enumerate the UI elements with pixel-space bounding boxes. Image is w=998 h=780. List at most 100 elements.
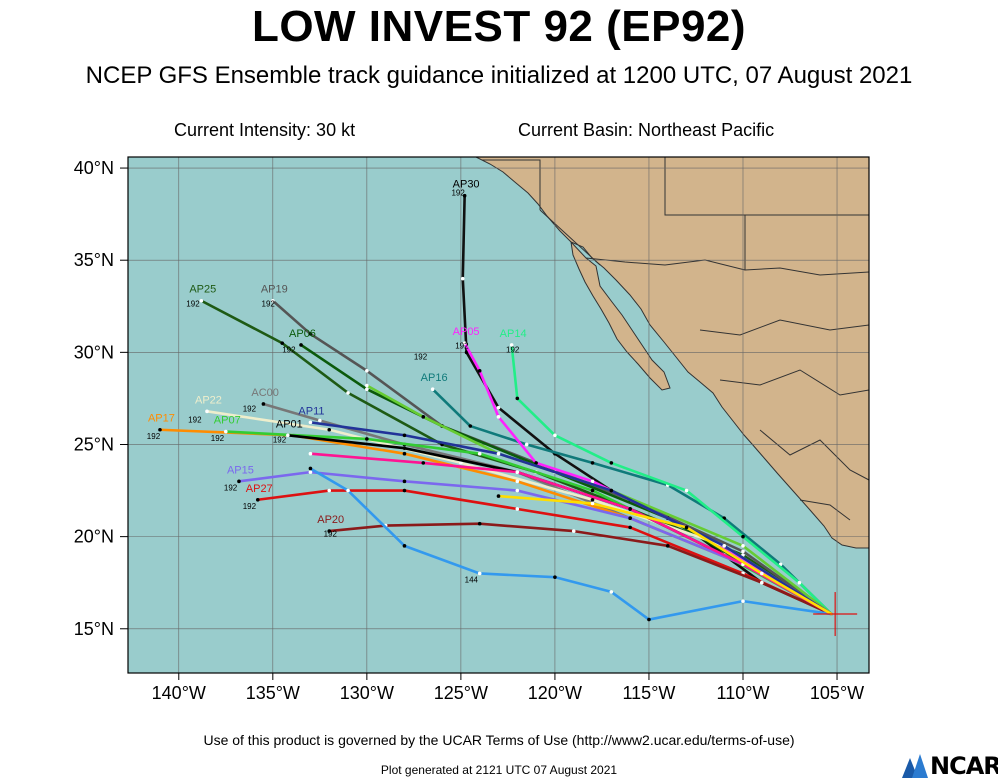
track-point	[158, 427, 162, 432]
x-tick-label: 125°W	[434, 683, 488, 703]
track-point	[308, 451, 313, 456]
track-point	[628, 525, 632, 530]
forecast-hour-label: 144	[465, 576, 479, 585]
track-point	[477, 571, 482, 576]
track-name-label: AP17	[148, 413, 175, 425]
track-name-label: AP05	[453, 326, 480, 338]
track-point	[286, 433, 290, 438]
x-tick-label: 135°W	[246, 683, 300, 703]
page-subtitle: NCEP GFS Ensemble track guidance initial…	[85, 62, 913, 89]
page-title: LOW INVEST 92 (EP92)	[251, 2, 747, 51]
track-point	[346, 391, 350, 395]
track-point	[462, 341, 467, 345]
track-point	[327, 427, 332, 432]
track-point	[759, 571, 764, 576]
track-point	[665, 544, 670, 548]
forecast-hour-label: 192	[224, 484, 238, 493]
track-point	[571, 529, 576, 533]
track-point	[421, 415, 426, 419]
track-point	[515, 507, 520, 511]
track-point	[308, 470, 313, 474]
x-tick-label: 140°W	[152, 683, 206, 703]
track-point	[515, 470, 520, 474]
ncar-logo-text: NCAR	[930, 752, 998, 780]
political-borders	[482, 157, 869, 521]
track-point	[318, 418, 322, 423]
track-point	[534, 461, 538, 465]
track-point	[590, 461, 595, 465]
x-tick-label: 130°W	[340, 683, 394, 703]
track-ap02	[309, 452, 833, 616]
track-point	[308, 420, 313, 425]
track-name-label: AP14	[500, 328, 527, 340]
track-point	[460, 276, 465, 281]
ncar-logo-icon	[902, 754, 928, 778]
track-point	[590, 501, 595, 506]
current-basin: Current Basin: Northeast Pacific	[518, 120, 775, 140]
track-point	[628, 507, 632, 511]
track-point	[609, 488, 614, 493]
track-point	[223, 429, 228, 434]
track-point	[515, 479, 520, 484]
track-point	[299, 343, 303, 347]
terms-of-use: Use of this product is governed by the U…	[203, 732, 795, 748]
track-point	[205, 409, 209, 414]
track-point	[553, 575, 557, 579]
y-tick-label: 40°N	[74, 158, 114, 178]
track-point	[402, 544, 407, 548]
x-tick-label: 120°W	[528, 683, 582, 703]
track-point	[308, 466, 313, 471]
y-tick-label: 20°N	[74, 527, 114, 547]
track-point	[553, 433, 557, 438]
track-point	[271, 298, 275, 303]
track-point	[308, 332, 313, 336]
track-point	[590, 479, 595, 484]
track-point	[199, 298, 204, 303]
track-point	[327, 529, 332, 533]
track-point	[515, 396, 520, 401]
track-point	[524, 442, 529, 447]
track-point	[509, 343, 514, 347]
forecast-hour-label: 192	[243, 502, 257, 511]
track-name-label: AP15	[227, 464, 254, 476]
track-point	[797, 580, 802, 585]
track-point	[365, 368, 369, 373]
track-name-label: AP19	[261, 284, 288, 296]
track-ap11	[309, 421, 833, 616]
track-point	[590, 488, 595, 493]
track-point	[421, 461, 426, 465]
track-ap14	[510, 343, 833, 616]
y-tick-label: 30°N	[74, 342, 114, 362]
track-point	[365, 387, 369, 392]
track-name-label: AP30	[453, 179, 480, 191]
track-name-label: AP01	[276, 418, 303, 430]
track-point	[496, 415, 501, 419]
track-point	[462, 193, 467, 198]
track-ap16	[431, 387, 833, 616]
track-point	[496, 451, 501, 456]
track-point	[722, 544, 726, 548]
track-point	[515, 488, 520, 493]
track-point	[255, 497, 260, 502]
track-point	[590, 497, 595, 502]
track-name-label: AC00	[251, 387, 279, 399]
track-point	[684, 488, 689, 493]
forecast-hour-label: 192	[186, 299, 200, 308]
track-point	[609, 461, 614, 465]
track-point	[741, 549, 745, 554]
land-baja-california	[570, 240, 671, 391]
plot-generated: Plot generated at 2121 UTC 07 August 202…	[380, 763, 618, 777]
forecast-hour-label: 192	[324, 530, 338, 539]
track-point	[459, 461, 463, 465]
track-name-label: AP27	[246, 483, 273, 495]
track-name-label: AP07	[214, 415, 241, 427]
track-point	[628, 516, 632, 520]
track-name-label: AP11	[298, 405, 324, 417]
forecast-hour-label: 192	[414, 353, 428, 362]
track-point	[402, 451, 407, 456]
track-point	[741, 534, 745, 539]
current-intensity: Current Intensity: 30 kt	[174, 120, 356, 140]
track-ap05	[463, 341, 833, 616]
map-frame	[127, 156, 870, 674]
track-point	[346, 488, 350, 493]
